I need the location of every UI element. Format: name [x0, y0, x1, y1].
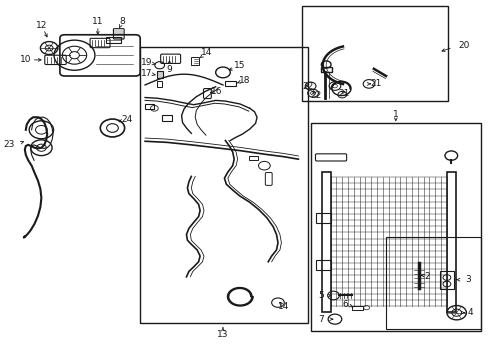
Bar — [145, 104, 154, 109]
Text: 4: 4 — [467, 308, 472, 317]
Text: 20: 20 — [457, 41, 468, 50]
Bar — [386, 237, 480, 329]
Bar — [315, 213, 330, 223]
Text: 5: 5 — [317, 291, 323, 300]
Text: 11: 11 — [92, 17, 103, 26]
Bar — [351, 306, 362, 310]
Bar — [157, 81, 162, 87]
Bar — [157, 71, 163, 78]
Text: 7: 7 — [317, 315, 323, 324]
Bar — [225, 81, 236, 86]
Text: 12: 12 — [36, 21, 47, 30]
Text: 18: 18 — [239, 76, 250, 85]
Bar — [310, 123, 480, 330]
Text: 9: 9 — [166, 65, 172, 74]
Text: 24: 24 — [121, 114, 132, 123]
Bar — [302, 6, 447, 101]
Bar — [320, 67, 331, 72]
Text: 19: 19 — [141, 58, 152, 67]
Text: 23: 23 — [4, 140, 15, 149]
Text: 2: 2 — [424, 271, 429, 280]
Text: 14: 14 — [278, 302, 289, 311]
Text: 21: 21 — [370, 80, 381, 89]
Text: 21: 21 — [338, 89, 349, 98]
Bar — [140, 47, 307, 323]
Text: 1: 1 — [392, 110, 398, 119]
Text: 22: 22 — [310, 91, 321, 100]
Bar — [446, 172, 455, 312]
Text: 3: 3 — [464, 275, 470, 284]
Text: 14: 14 — [201, 48, 212, 57]
Bar — [321, 172, 330, 312]
Bar — [248, 156, 257, 160]
Bar — [439, 271, 453, 289]
Text: 13: 13 — [217, 330, 228, 339]
Text: 17: 17 — [141, 69, 152, 78]
Bar — [315, 260, 330, 270]
Text: 10: 10 — [20, 55, 32, 64]
Text: 16: 16 — [210, 86, 222, 95]
Bar — [106, 37, 121, 43]
Bar — [191, 57, 198, 65]
Text: 6: 6 — [342, 300, 347, 309]
Text: 15: 15 — [234, 62, 245, 71]
Bar — [162, 116, 171, 121]
Text: 22: 22 — [302, 82, 313, 91]
Text: 8: 8 — [119, 17, 125, 26]
